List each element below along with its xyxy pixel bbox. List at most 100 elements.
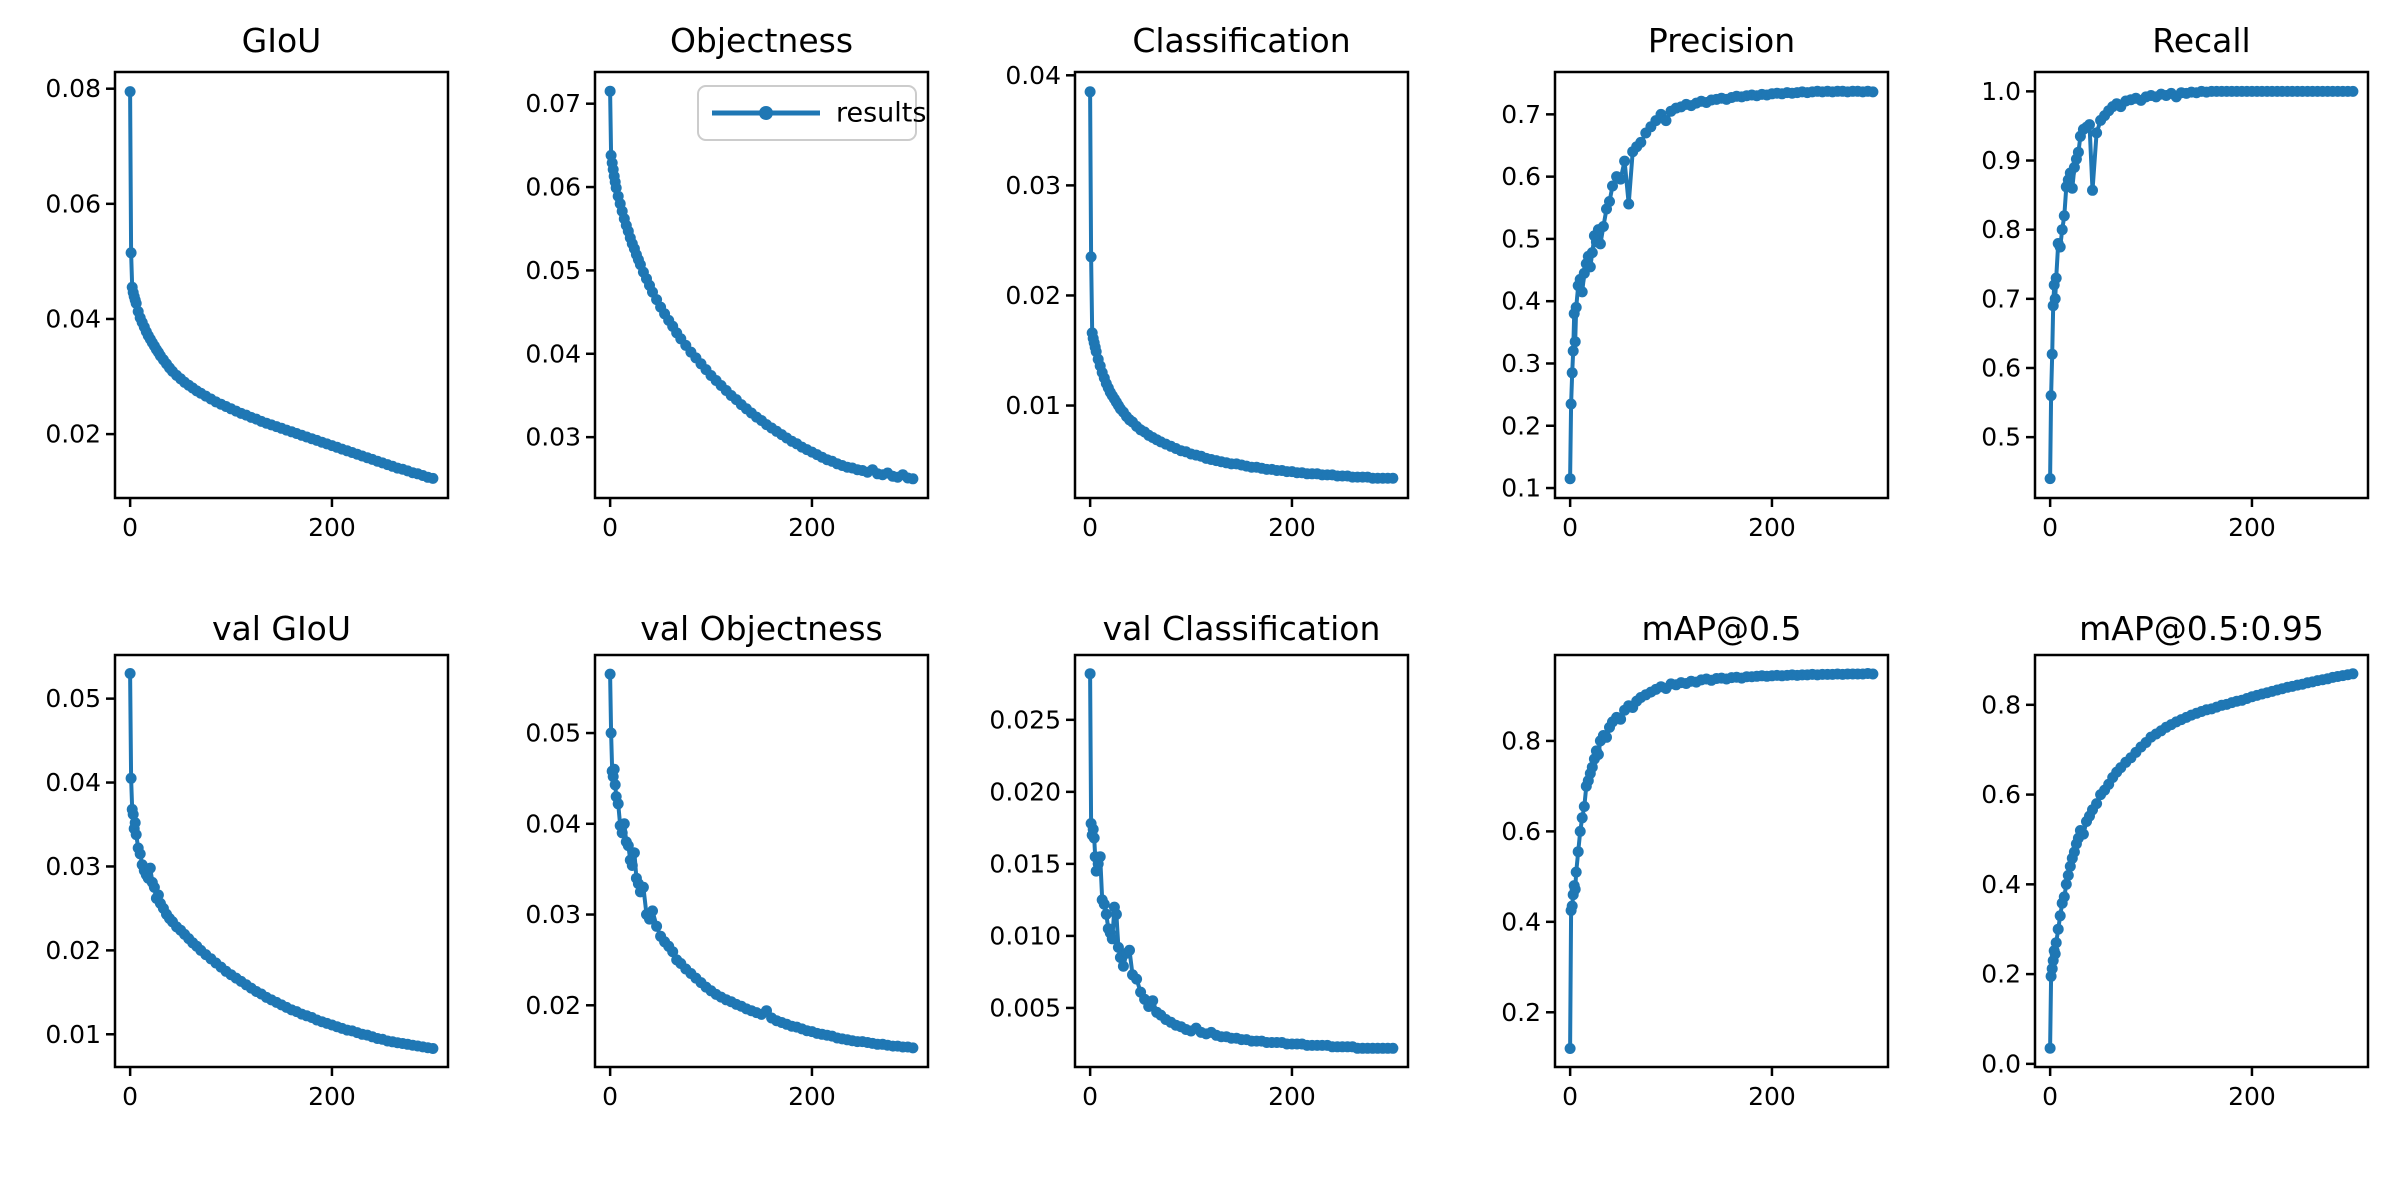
data-point-marker [2046,963,2058,975]
x-tick-label: 0 [122,513,138,542]
plot-title-map50-95: mAP@0.5:0.95 [2079,609,2324,648]
data-point-marker [1085,251,1097,263]
plot-canvas-val-classification: 0 200 0.005 0.010 0.015 0.020 0.025 [989,653,1410,1111]
plot-canvas-map50: 0 200 0.2 0.4 0.6 0.8 [1501,653,1890,1111]
data-point-marker [2050,937,2062,949]
y-tick-label: 0.2 [1501,411,1541,440]
x-tick-label: 200 [308,513,356,542]
data-point-marker [1607,180,1618,192]
y-tick-label: 0.03 [45,852,101,881]
axes-frame [593,70,930,500]
data-point-marker [427,1043,439,1054]
legend-marker-icon [759,106,773,120]
y-tick-label: 0.3 [1501,349,1541,378]
x-tick-label: 0 [602,1082,618,1111]
y-tick-label: 0.02 [525,991,581,1020]
data-point-marker [1569,336,1581,348]
data-point-marker [1570,866,1582,878]
x-tick-label: 200 [1268,1082,1316,1111]
y-tick-label: 0.7 [1501,100,1541,129]
y-tick-label: 0.6 [1501,817,1541,846]
data-point-marker [127,808,139,820]
y-tick-label: 0.8 [1501,726,1541,755]
data-point-marker [1117,960,1129,972]
y-tick-label: 0.06 [525,173,581,202]
data-point-marker [1566,900,1578,912]
y-tick-label: 0.1 [1501,474,1541,503]
y-tick-label: 0.02 [45,936,101,965]
data-point-marker [1635,136,1647,148]
data-point-marker [612,798,624,810]
data-point-marker [1100,908,1112,920]
y-tick-label: 0.8 [1981,690,2021,719]
data-point-marker [2091,127,2103,139]
data-point-marker [1094,851,1106,863]
x-tick-label: 0 [2042,1082,2058,1111]
y-tick-label: 0.07 [525,89,581,118]
axes-frame [2033,653,2370,1069]
x-tick-label: 200 [1748,513,1796,542]
subplot-giou: GIoU 0 200 0.02 0.04 0.06 0.08 [0,0,480,600]
y-tick-label: 0.020 [989,777,1061,806]
data-point-marker [1615,713,1627,725]
data-point-marker [667,946,679,958]
data-point-marker [129,817,141,829]
y-tick-label: 0.2 [1501,998,1541,1027]
subplot-map50-95: mAP@0.5:0.95 0 200 0.0 0.2 0.4 0.6 0.8 [1920,600,2400,1200]
plot-canvas-classification: 0 200 0.01 0.02 0.03 0.04 [1005,61,1410,542]
data-point-marker [618,818,630,830]
data-point-marker [1088,832,1100,844]
data-point-marker [1106,933,1118,945]
plot-canvas-giou: 0 200 0.02 0.04 0.06 0.08 [45,70,450,542]
data-point-marker [1131,973,1143,985]
y-tick-label: 0.03 [525,423,581,452]
data-point-marker [1578,801,1590,812]
y-tick-label: 0.05 [525,719,581,748]
plot-canvas-val-objectness: 0 200 0.02 0.03 0.04 0.05 [525,653,930,1111]
x-tick-label: 0 [2042,513,2058,542]
x-tick-label: 0 [1562,1082,1578,1111]
plot-title-recall: Recall [2152,21,2251,60]
data-point-marker [605,727,617,739]
data-point-marker [604,668,616,680]
axes-frame [593,653,930,1069]
plot-title-classification: Classification [1132,21,1351,60]
legend-label: results [836,98,926,129]
y-tick-label: 0.01 [1005,391,1061,420]
y-tick-label: 1.0 [1981,77,2021,106]
plot-canvas-precision: 0 200 0.1 0.2 0.3 0.4 0.5 0.6 0.7 [1501,70,1890,542]
data-point-marker [1124,944,1135,956]
series-line [128,673,434,1051]
data-point-marker [1566,367,1578,379]
y-tick-label: 0.04 [45,768,101,797]
data-point-marker [2060,878,2072,890]
x-tick-label: 0 [1562,513,1578,542]
y-tick-label: 0.6 [1981,353,2021,382]
axes-frame [1553,653,1890,1069]
data-point-marker [2049,293,2061,305]
y-tick-label: 0.6 [1501,162,1541,191]
x-tick-label: 200 [308,1082,356,1111]
data-point-marker [628,847,640,859]
y-tick-label: 0.04 [45,304,101,333]
plot-title-map50: mAP@0.5 [1641,609,1802,648]
data-point-marker [2347,668,2359,680]
x-tick-label: 0 [122,1082,138,1111]
data-point-marker [604,85,616,97]
y-tick-label: 0.0 [1981,1049,2021,1078]
data-point-marker [626,860,638,871]
y-tick-label: 0.8 [1981,215,2021,244]
plot-title-objectness: Objectness [669,21,854,60]
data-point-marker [2058,891,2070,903]
y-tick-label: 0.03 [525,900,581,929]
x-tick-label: 0 [1082,513,1098,542]
data-point-marker [622,840,634,852]
data-point-marker [2046,348,2058,360]
data-point-marker [2077,828,2089,840]
data-point-marker [1110,908,1122,920]
data-point-marker [2066,182,2078,194]
y-tick-label: 0.02 [45,420,101,449]
data-point-marker [2054,910,2066,922]
data-point-marker [1576,286,1588,298]
series-line [2048,89,2353,479]
